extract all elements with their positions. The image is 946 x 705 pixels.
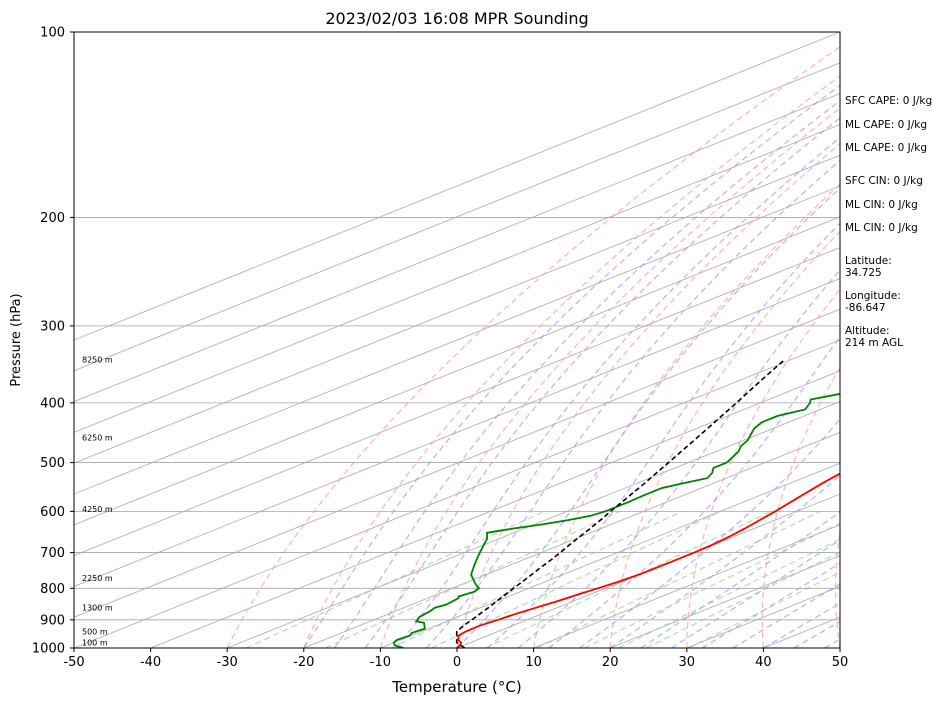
moist-adiabat-line: [701, 562, 840, 648]
moist-adiabat-line: [364, 117, 840, 648]
mixing-ratio-line: [245, 510, 545, 648]
dry-adiabat-line: [834, 528, 840, 648]
x-tick-label: 30: [679, 655, 696, 670]
dry-adiabat-line: [456, 142, 840, 648]
x-tick-label: 50: [832, 655, 849, 670]
height-labels: 100 m 500 m 1300 m 2250 m 4250 m 6250 m 8250 m: [82, 355, 113, 647]
x-tick-label: -50: [63, 655, 84, 670]
isotherm-line: [533, 524, 840, 648]
height-label: 100 m: [82, 639, 108, 648]
altitude-label: Altitude:: [845, 325, 890, 337]
y-tick-label: 200: [40, 211, 65, 226]
mixing-ratio-line: [537, 510, 821, 648]
isotherm-line: [74, 62, 840, 372]
height-label: 500 m: [82, 627, 108, 636]
isotherm-line: [74, 93, 840, 403]
dewpoint-series-line: [392, 393, 840, 648]
sfc-cape-text: SFC CAPE: 0 J/kg: [845, 95, 932, 107]
dry-adiabat-line: [226, 46, 840, 648]
isotherm-line: [150, 370, 840, 648]
height-label: 2250 m: [82, 574, 113, 583]
moist-adiabat-line: [395, 136, 840, 648]
y-axis-label: Pressure (hPa): [9, 293, 24, 386]
y-tick-label: 900: [40, 613, 65, 628]
y-tick-label: 600: [40, 505, 65, 520]
info-panel: SFC CAPE: 0 J/kg ML CAPE: 0 J/kg ML CAPE…: [845, 95, 932, 349]
x-tick-label: -20: [293, 655, 314, 670]
moist-adiabat-line: [425, 159, 840, 648]
isotherm-line: [74, 339, 840, 648]
moist-adiabat-line: [456, 187, 840, 648]
dry-adiabat-line: [686, 288, 840, 648]
isotherm-line: [74, 308, 840, 618]
isotherm-line: [74, 247, 840, 557]
latitude-value: 34.725: [845, 267, 882, 279]
y-tick-label: 800: [40, 582, 65, 597]
x-tick-label: 20: [602, 655, 619, 670]
x-tick-label: -30: [217, 655, 238, 670]
ml-cin-text-1: ML CIN: 0 J/kg: [845, 199, 918, 211]
moist-adiabat-line: [303, 84, 840, 648]
y-tick-label: 700: [40, 546, 65, 561]
dry-adiabat-line: [761, 366, 840, 648]
x-axis-label: Temperature (°C): [391, 678, 521, 696]
x-tick-label: 0: [453, 655, 461, 670]
moist-adiabat-line: [671, 539, 840, 648]
background-lines: [74, 32, 840, 648]
isotherm-line: [74, 277, 840, 587]
ml-cape-text-2: ML CAPE: 0 J/kg: [845, 142, 927, 154]
dry-adiabat-line: [532, 183, 840, 648]
moist-adiabat-line: [732, 583, 840, 648]
dry-adiabat-line: [609, 230, 840, 648]
isotherm-line: [380, 462, 840, 648]
moist-adiabat-line: [579, 418, 840, 648]
moist-adiabat-line: [609, 474, 840, 648]
sfc-cin-text: SFC CIN: 0 J/kg: [845, 175, 923, 187]
isotherm-line: [74, 32, 840, 341]
x-tick-label: -10: [370, 655, 391, 670]
x-tick-label: -40: [140, 655, 161, 670]
dry-adiabat-line: [303, 75, 840, 648]
height-label: 1300 m: [82, 604, 113, 613]
isotherm-line: [74, 154, 840, 464]
isotherm-line: [74, 185, 840, 495]
data-lines: [392, 358, 840, 648]
y-tick-label: 1000: [32, 642, 65, 657]
y-tick-label: 300: [40, 319, 65, 334]
ml-cin-text-2: ML CIN: 0 J/kg: [845, 222, 918, 234]
longitude-value: -86.647: [845, 302, 886, 314]
height-label: 4250 m: [82, 505, 113, 514]
moist-adiabat-line: [333, 99, 840, 648]
height-label: 6250 m: [82, 433, 113, 442]
isotherm-line: [303, 431, 840, 648]
y-tick-label: 100: [40, 26, 65, 41]
height-label: 8250 m: [82, 355, 113, 364]
longitude-label: Longitude:: [845, 290, 901, 302]
temperature-series-line: [456, 472, 840, 648]
ml-cape-text-1: ML CAPE: 0 J/kg: [845, 119, 927, 131]
y-tick-label: 400: [40, 396, 65, 411]
y-tick-label: 500: [40, 456, 65, 471]
x-axis-ticks: -50 -40 -30 -20 -10 0 10 20 30 40 50: [63, 648, 848, 670]
parcel-series-line: [455, 358, 786, 648]
altitude-value: 214 m AGL: [845, 337, 903, 349]
x-tick-label: 40: [755, 655, 772, 670]
y-axis-ticks: 1000 900 800 700 600 500 400 300 200 100: [32, 26, 74, 657]
isotherm-line: [74, 216, 840, 526]
moist-adiabat-line: [517, 268, 840, 648]
moist-adiabat-line: [487, 222, 840, 648]
mixing-ratio-line: [485, 510, 772, 648]
chart-title: 2023/02/03 16:08 MPR Sounding: [325, 9, 588, 28]
latitude-label: Latitude:: [845, 255, 892, 267]
isotherm-line: [74, 123, 840, 433]
x-tick-label: 10: [525, 655, 542, 670]
mixing-ratio-line: [688, 571, 840, 648]
